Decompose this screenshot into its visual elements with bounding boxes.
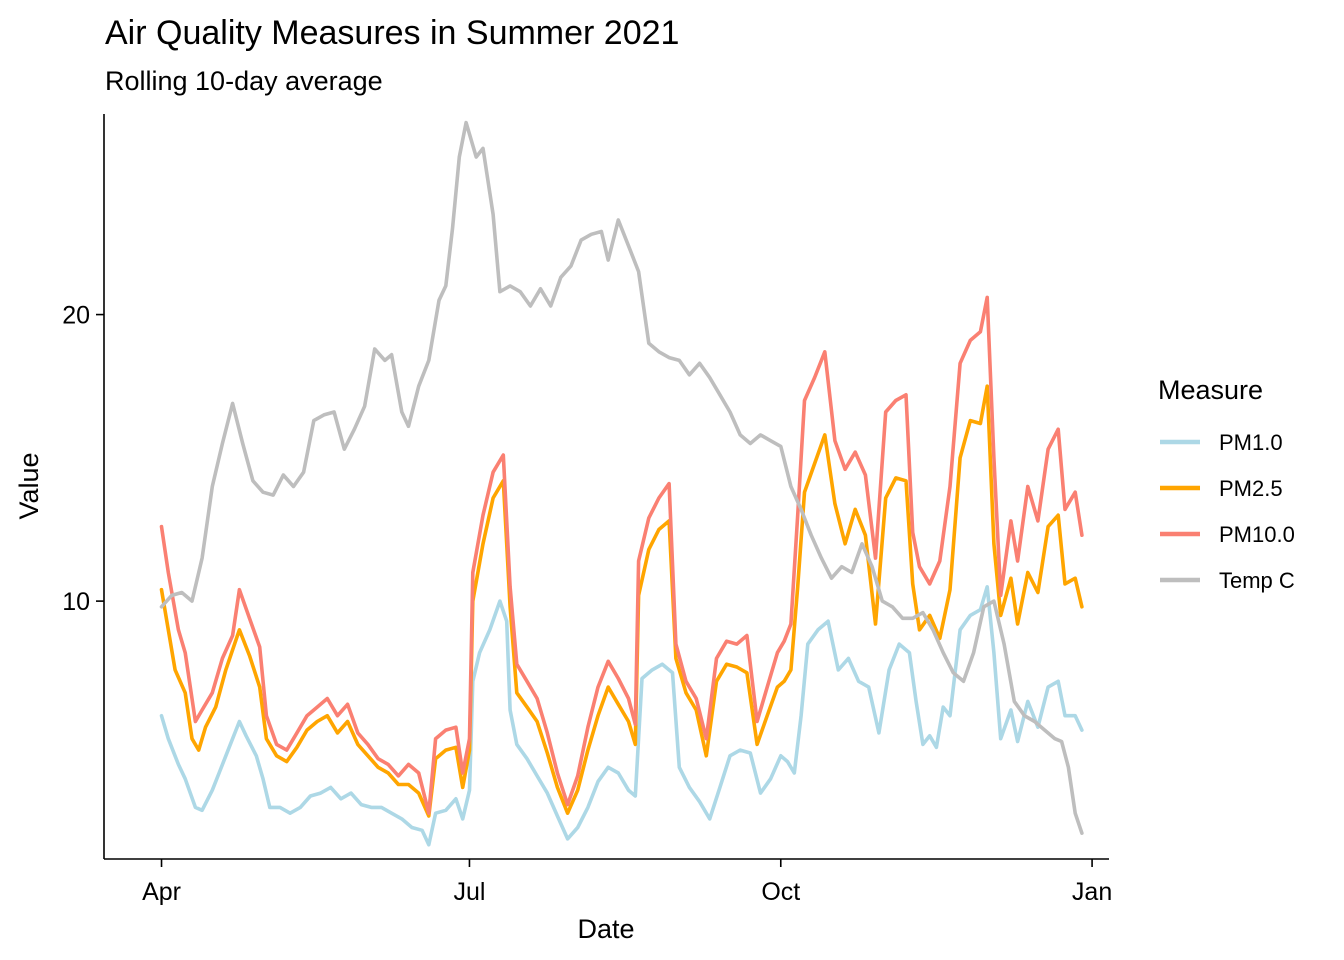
x-tick-label: Apr: [142, 878, 181, 906]
y-tick-label: 10: [62, 588, 90, 616]
x-tick-label: Jul: [453, 878, 485, 906]
series-line-1: [159, 384, 1084, 818]
series-lines: [159, 120, 1084, 847]
y-axis-title: Value: [14, 452, 44, 519]
y-tick-label: 20: [62, 302, 90, 330]
x-axis-ticks: Apr Jul Oct Jan: [142, 859, 1112, 906]
legend: Measure PM1.0 PM2.5 PM10.0 Temp C: [1158, 375, 1295, 593]
series-line-2: [159, 295, 1084, 815]
series-line-0: [159, 585, 1084, 847]
chart-title: Air Quality Measures in Summer 2021: [105, 14, 679, 52]
legend-title: Measure: [1158, 375, 1263, 405]
legend-label-3: Temp C: [1219, 568, 1295, 593]
legend-label-2: PM10.0: [1219, 522, 1295, 547]
series-line-3: [159, 120, 1084, 835]
legend-label-1: PM2.5: [1219, 476, 1283, 501]
y-axis-ticks: 10 20: [62, 302, 104, 616]
legend-label-0: PM1.0: [1219, 430, 1283, 455]
x-axis-title: Date: [577, 914, 634, 944]
chart-subtitle: Rolling 10-day average: [105, 66, 383, 96]
x-tick-label: Jan: [1072, 878, 1112, 906]
x-tick-label: Oct: [761, 878, 800, 906]
